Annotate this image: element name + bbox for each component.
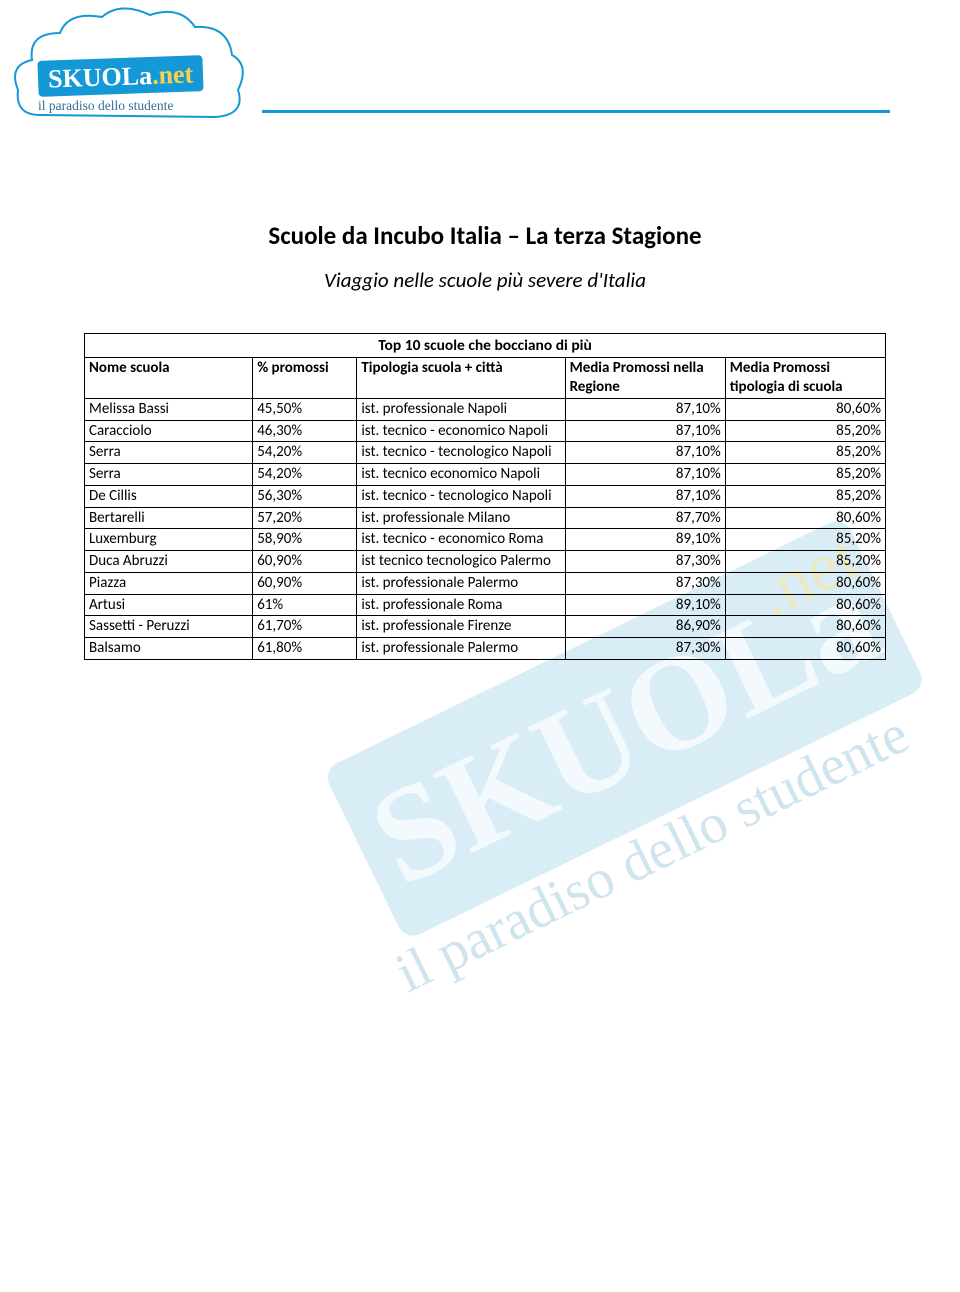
cell-media-tipologia: 85,20% [725,442,885,464]
cell-media-tipologia: 85,20% [725,420,885,442]
cell-media-regione: 86,90% [565,616,725,638]
cell-tipologia-citta: ist. professionale Firenze [357,616,565,638]
cell-promossi: 58,90% [253,529,357,551]
table-row: Luxemburg58,90%ist. tecnico - economico … [85,529,886,551]
cell-tipologia-citta: ist. tecnico - economico Roma [357,529,565,551]
cell-tipologia-citta: ist tecnico tecnologico Palermo [357,551,565,573]
brand-tagline: il paradiso dello studente [38,98,218,114]
cell-media-tipologia: 80,60% [725,594,885,616]
table-row: Balsamo61,80%ist. professionale Palermo8… [85,638,886,660]
table-row: Serra54,20%ist. tecnico economico Napoli… [85,464,886,486]
col-header-name: Nome scuola [85,358,253,399]
cell-name: Luxemburg [85,529,253,551]
svg-text:il paradiso dello studente: il paradiso dello studente [386,703,918,1005]
cell-promossi: 54,20% [253,442,357,464]
cell-media-tipologia: 85,20% [725,529,885,551]
cell-media-regione: 87,30% [565,638,725,660]
cell-media-tipologia: 85,20% [725,551,885,573]
cell-promossi: 61,70% [253,616,357,638]
cell-tipologia-citta: ist. professionale Palermo [357,638,565,660]
cell-media-regione: 87,10% [565,442,725,464]
cell-tipologia-citta: ist. professionale Roma [357,594,565,616]
cell-name: Bertarelli [85,507,253,529]
cell-name: Serra [85,464,253,486]
cell-media-regione: 87,10% [565,420,725,442]
cell-tipologia-citta: ist. tecnico - economico Napoli [357,420,565,442]
header-divider [262,110,890,113]
cell-tipologia-citta: ist. professionale Palermo [357,572,565,594]
cell-media-regione: 87,30% [565,551,725,573]
cell-promossi: 45,50% [253,398,357,420]
cell-media-regione: 87,30% [565,572,725,594]
cell-name: Serra [85,442,253,464]
table-caption: Top 10 scuole che bocciano di più [85,334,886,358]
cell-name: Piazza [85,572,253,594]
cell-name: Balsamo [85,638,253,660]
cell-media-regione: 89,10% [565,594,725,616]
cell-promossi: 54,20% [253,464,357,486]
cell-tipologia-citta: ist. tecnico economico Napoli [357,464,565,486]
table-row: Piazza60,90%ist. professionale Palermo87… [85,572,886,594]
table-caption-row: Top 10 scuole che bocciano di più [85,334,886,358]
cell-media-tipologia: 80,60% [725,572,885,594]
table-row: Artusi61%ist. professionale Roma89,10%80… [85,594,886,616]
cell-promossi: 61% [253,594,357,616]
col-header-media-tipologia: Media Promossi tipologia di scuola [725,358,885,399]
page-content: Scuole da Incubo Italia – La terza Stagi… [84,220,886,660]
cell-promossi: 60,90% [253,551,357,573]
table-row: Serra54,20%ist. tecnico - tecnologico Na… [85,442,886,464]
cell-media-tipologia: 80,60% [725,507,885,529]
cell-media-tipologia: 80,60% [725,616,885,638]
brand-logo: SKUOLa.net il paradiso dello studente [38,58,218,130]
cell-tipologia-citta: ist. tecnico - tecnologico Napoli [357,485,565,507]
table-row: Caracciolo46,30%ist. tecnico - economico… [85,420,886,442]
page-subtitle: Viaggio nelle scuole più severe d'Italia [84,267,886,293]
cell-name: Duca Abruzzi [85,551,253,573]
cell-media-tipologia: 80,60% [725,638,885,660]
cell-tipologia-citta: ist. tecnico - tecnologico Napoli [357,442,565,464]
brand-suffix: a [139,61,153,90]
table-row: Sassetti - Peruzzi61,70%ist. professiona… [85,616,886,638]
table-row: Bertarelli57,20%ist. professionale Milan… [85,507,886,529]
brand-logo-badge: SKUOLa.net [37,55,203,97]
brand-ext: .net [152,59,194,89]
cell-name: Sassetti - Peruzzi [85,616,253,638]
cell-name: Melissa Bassi [85,398,253,420]
cell-tipologia-citta: ist. professionale Napoli [357,398,565,420]
col-header-promossi: % promossi [253,358,357,399]
cell-media-tipologia: 85,20% [725,485,885,507]
col-header-media-regione: Media Promossi nella Regione [565,358,725,399]
cell-promossi: 60,90% [253,572,357,594]
table-row: De Cillis56,30%ist. tecnico - tecnologic… [85,485,886,507]
cell-media-regione: 87,10% [565,398,725,420]
cell-promossi: 56,30% [253,485,357,507]
brand-prefix: SKUOL [48,61,140,93]
cell-promossi: 61,80% [253,638,357,660]
page-title: Scuole da Incubo Italia – La terza Stagi… [84,220,886,251]
cell-media-regione: 89,10% [565,529,725,551]
cell-media-tipologia: 85,20% [725,464,885,486]
cell-name: De Cillis [85,485,253,507]
cell-name: Artusi [85,594,253,616]
table-row: Duca Abruzzi60,90%ist tecnico tecnologic… [85,551,886,573]
cell-media-regione: 87,10% [565,485,725,507]
cell-name: Caracciolo [85,420,253,442]
cell-media-regione: 87,70% [565,507,725,529]
cell-tipologia-citta: ist. professionale Milano [357,507,565,529]
cell-promossi: 57,20% [253,507,357,529]
cell-media-tipologia: 80,60% [725,398,885,420]
schools-table: Top 10 scuole che bocciano di più Nome s… [84,333,886,660]
cell-promossi: 46,30% [253,420,357,442]
table-header-row: Nome scuola % promossi Tipologia scuola … [85,358,886,399]
cell-media-regione: 87,10% [565,464,725,486]
table-row: Melissa Bassi45,50%ist. professionale Na… [85,398,886,420]
col-header-tipologia-citta: Tipologia scuola + città [357,358,565,399]
